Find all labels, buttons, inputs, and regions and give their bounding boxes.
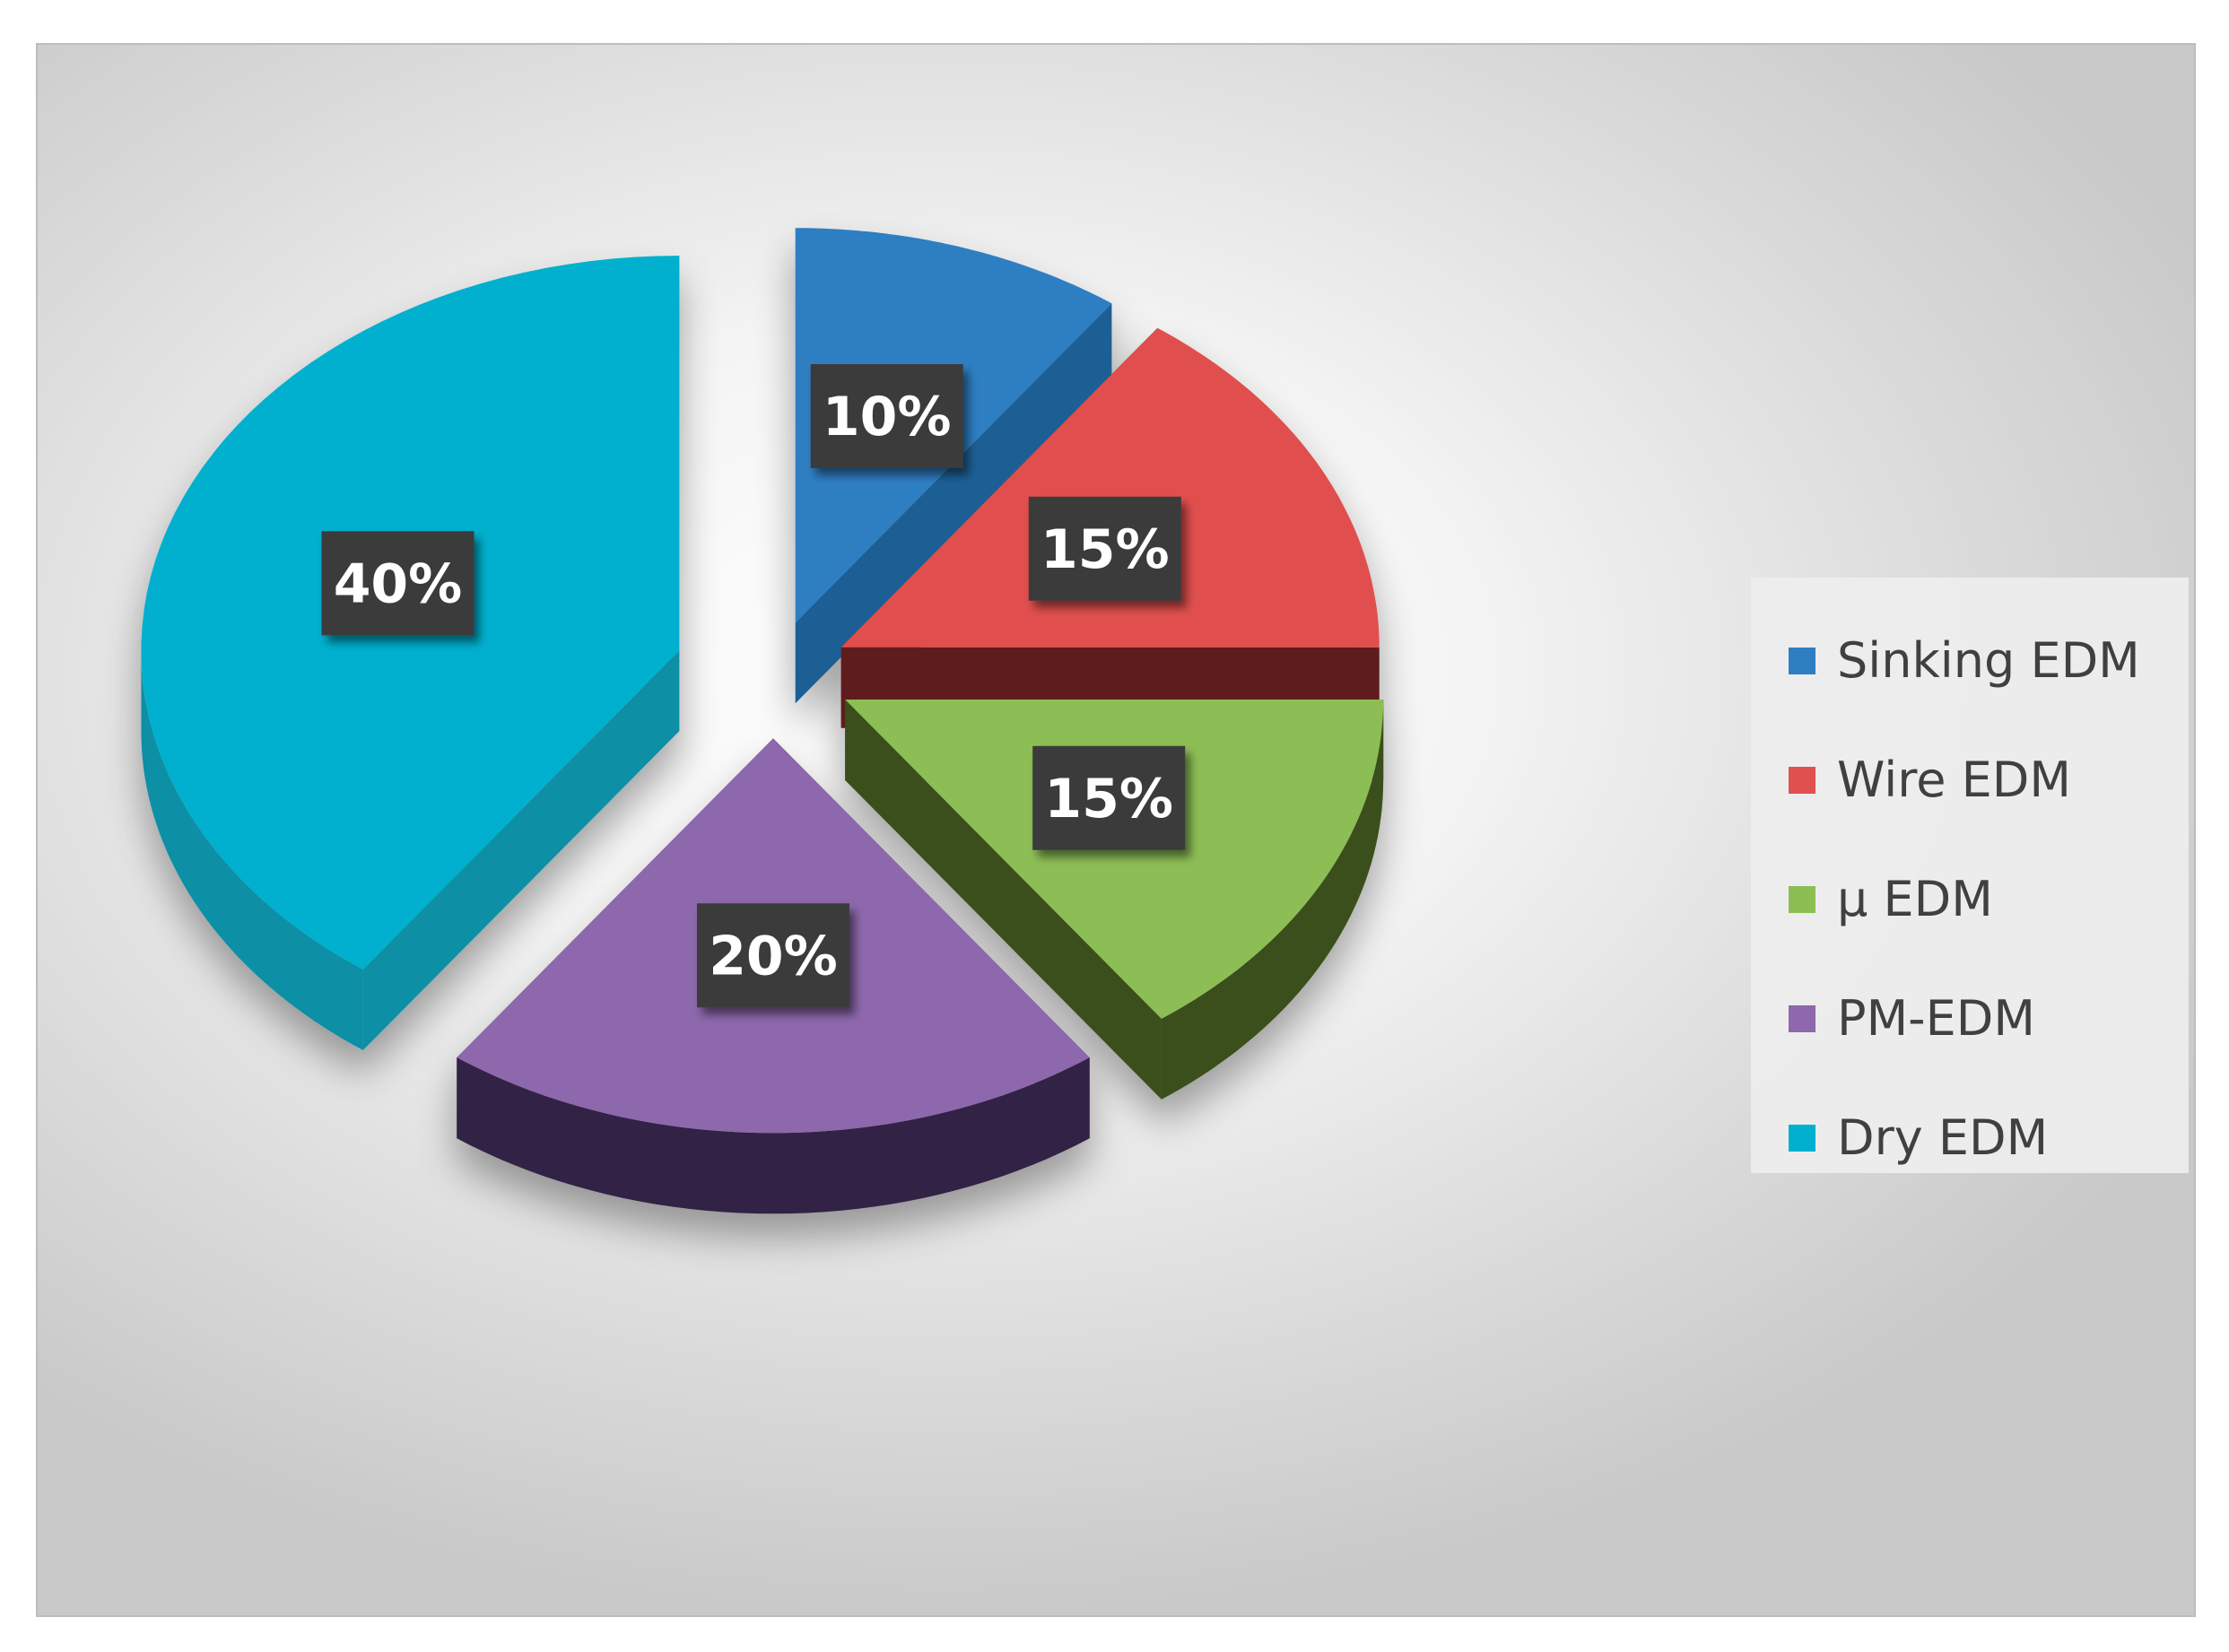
data-label-dry-edm: 40% bbox=[321, 531, 475, 636]
pie-slice--edm bbox=[845, 699, 1384, 1100]
legend-item: PM-EDM bbox=[1789, 959, 2189, 1078]
chart-area: 10% 15% 15% 20% 40% Sinking EDM Wire EDM µ EDM… bbox=[36, 43, 2196, 1617]
data-label-wire-edm: 15% bbox=[1028, 496, 1181, 601]
slice-top-face bbox=[840, 327, 1380, 648]
legend-swatch bbox=[1789, 647, 1815, 674]
data-label-box bbox=[321, 531, 475, 636]
slice-side-face bbox=[845, 699, 1162, 1100]
legend-swatch bbox=[1789, 885, 1815, 913]
legend-label: PM-EDM bbox=[1837, 990, 2035, 1047]
data-label-text: 10% bbox=[823, 386, 952, 448]
data-label-text: 15% bbox=[1040, 518, 1170, 581]
data-label-box bbox=[1028, 496, 1181, 601]
legend-item: µ EDM bbox=[1789, 839, 2189, 959]
slice-outer-wall bbox=[141, 650, 363, 1050]
slice-outer-wall bbox=[457, 1057, 1090, 1214]
legend-label: Wire EDM bbox=[1837, 752, 2071, 808]
slice-top-face bbox=[845, 699, 1384, 1019]
legend-item: Sinking EDM bbox=[1789, 601, 2189, 720]
data-label-box bbox=[1032, 745, 1186, 850]
slice-side-face bbox=[362, 650, 680, 1050]
data-label-text: 15% bbox=[1044, 768, 1173, 830]
slice-outer-wall bbox=[1161, 700, 1384, 1100]
pie-slice-pm-edm bbox=[457, 738, 1090, 1214]
slice-side-face bbox=[795, 303, 1112, 704]
legend-label: Sinking EDM bbox=[1837, 632, 2140, 689]
data-label-sinking-edm: 10% bbox=[810, 364, 963, 468]
legend-label: Dry EDM bbox=[1837, 1109, 2049, 1166]
data-label--edm: 15% bbox=[1032, 745, 1186, 850]
legend-item: Dry EDM bbox=[1789, 1078, 2189, 1197]
chart-legend: Sinking EDM Wire EDM µ EDM PM-EDM Dry EDM bbox=[1751, 578, 2189, 1173]
legend-item: Wire EDM bbox=[1789, 720, 2189, 839]
legend-swatch bbox=[1789, 1004, 1815, 1032]
data-label-pm-edm: 20% bbox=[697, 903, 849, 1008]
data-label-text: 20% bbox=[709, 925, 838, 987]
data-label-box bbox=[810, 364, 963, 468]
legend-label: µ EDM bbox=[1837, 871, 1993, 927]
legend-swatch bbox=[1789, 1124, 1815, 1152]
data-label-box bbox=[697, 903, 849, 1008]
data-label-text: 40% bbox=[334, 552, 463, 615]
legend-swatch bbox=[1789, 766, 1815, 794]
pie-chart: 10% 15% 15% 20% 40% bbox=[141, 228, 1384, 1214]
